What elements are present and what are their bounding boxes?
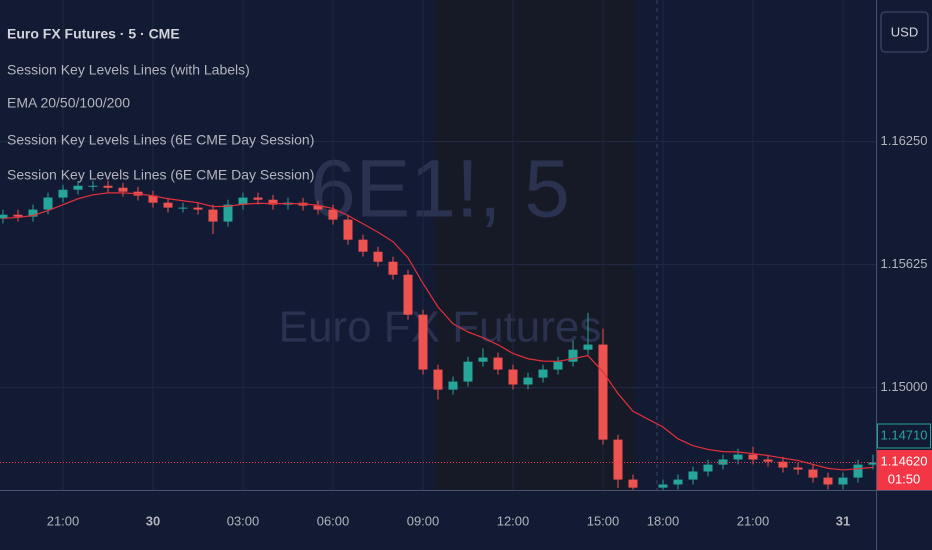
- candle-body: [583, 344, 593, 350]
- watermark-symbol: 6E1!, 5: [310, 144, 570, 235]
- candle-body: [268, 199, 278, 205]
- candle-body: [418, 314, 428, 370]
- last-price-label: 1.14620: [881, 453, 928, 468]
- candle-body: [613, 439, 623, 480]
- candle-body: [478, 357, 488, 362]
- candle-body: [118, 187, 128, 192]
- candle-body: [433, 369, 443, 390]
- indicator-label: Session Key Levels Lines (6E CME Day Ses…: [7, 167, 314, 183]
- x-tick-label: 12:00: [497, 513, 530, 528]
- candle-body: [733, 454, 743, 460]
- candle-body: [748, 454, 758, 460]
- candle-body: [853, 464, 863, 478]
- candle-body: [388, 261, 398, 275]
- candle-body: [373, 251, 383, 262]
- candle-body: [253, 197, 263, 200]
- candle-body: [658, 484, 668, 488]
- candle-body: [238, 197, 248, 205]
- chart-title: Euro FX Futures · 5 · CME: [7, 26, 180, 42]
- candle-body: [43, 197, 53, 210]
- y-tick-label: 1.15000: [881, 379, 928, 394]
- watermark-name: Euro FX Futures: [279, 303, 602, 352]
- candle-body: [0, 214, 8, 219]
- x-tick-label: 15:00: [587, 513, 620, 528]
- x-tick-label: 31: [836, 513, 850, 528]
- indicator-label: Session Key Levels Lines (6E CME Day Ses…: [7, 132, 314, 148]
- candle-body: [868, 462, 878, 465]
- candle-body: [148, 195, 158, 203]
- x-tick-label: 30: [146, 513, 160, 528]
- candle-body: [103, 185, 113, 188]
- plot: [0, 0, 878, 490]
- candle-body: [208, 209, 218, 222]
- candle-body: [178, 207, 188, 209]
- candle-body: [73, 185, 83, 190]
- candle-body: [463, 361, 473, 382]
- candle-body: [673, 479, 683, 485]
- indicator-label: Session Key Levels Lines (with Labels): [7, 62, 250, 78]
- candle-body: [838, 477, 848, 485]
- candle-body: [763, 459, 773, 462]
- countdown-label: 01:50: [888, 471, 921, 486]
- indicator-label: EMA 20/50/100/200: [7, 95, 130, 111]
- price-tag-label: 1.14710: [881, 427, 928, 442]
- axis-labels: 1.15000 1.15625 1.16250 21:00 30 03:00 06:00 09…: [47, 133, 932, 528]
- candle-body: [538, 369, 548, 378]
- last-price-tag: [877, 450, 932, 490]
- x-tick-label: 06:00: [317, 513, 350, 528]
- candle-body: [523, 377, 533, 385]
- candle-body: [223, 204, 233, 222]
- candle-body: [568, 349, 578, 362]
- currency-button[interactable]: [880, 11, 929, 53]
- candle-body: [793, 467, 803, 470]
- ema-line: [2, 192, 874, 471]
- currency-label[interactable]: USD: [891, 24, 918, 39]
- x-tick-label: 21:00: [47, 513, 80, 528]
- candle-body: [193, 207, 203, 210]
- x-tick-label: 03:00: [227, 513, 260, 528]
- candle-body: [553, 361, 563, 370]
- y-tick-label: 1.15625: [881, 256, 928, 271]
- candle-body: [598, 344, 608, 440]
- candle-body: [58, 189, 68, 198]
- candle-body: [163, 202, 173, 208]
- price-tag: [877, 423, 931, 449]
- candle-body: [628, 479, 638, 488]
- candle-body: [403, 274, 413, 315]
- candle-body: [778, 461, 788, 468]
- x-tick-label: 09:00: [407, 513, 440, 528]
- x-tick-label: 21:00: [737, 513, 770, 528]
- candle-body: [13, 214, 23, 217]
- candle-body: [448, 381, 458, 390]
- candle-body: [358, 239, 368, 252]
- candle-body: [688, 471, 698, 480]
- candle-body: [508, 369, 518, 385]
- candle-body: [88, 185, 98, 187]
- candle-body: [28, 209, 38, 217]
- candle-body: [823, 477, 833, 485]
- candle-body: [703, 464, 713, 472]
- time-axis: [0, 490, 876, 550]
- candle-body: [328, 209, 338, 220]
- y-tick-label: 1.16250: [881, 133, 928, 148]
- candle-body: [313, 205, 323, 210]
- x-tick-label: 18:00: [647, 513, 680, 528]
- candle-body: [343, 219, 353, 240]
- candle-body: [808, 469, 818, 478]
- candle-body: [493, 357, 503, 370]
